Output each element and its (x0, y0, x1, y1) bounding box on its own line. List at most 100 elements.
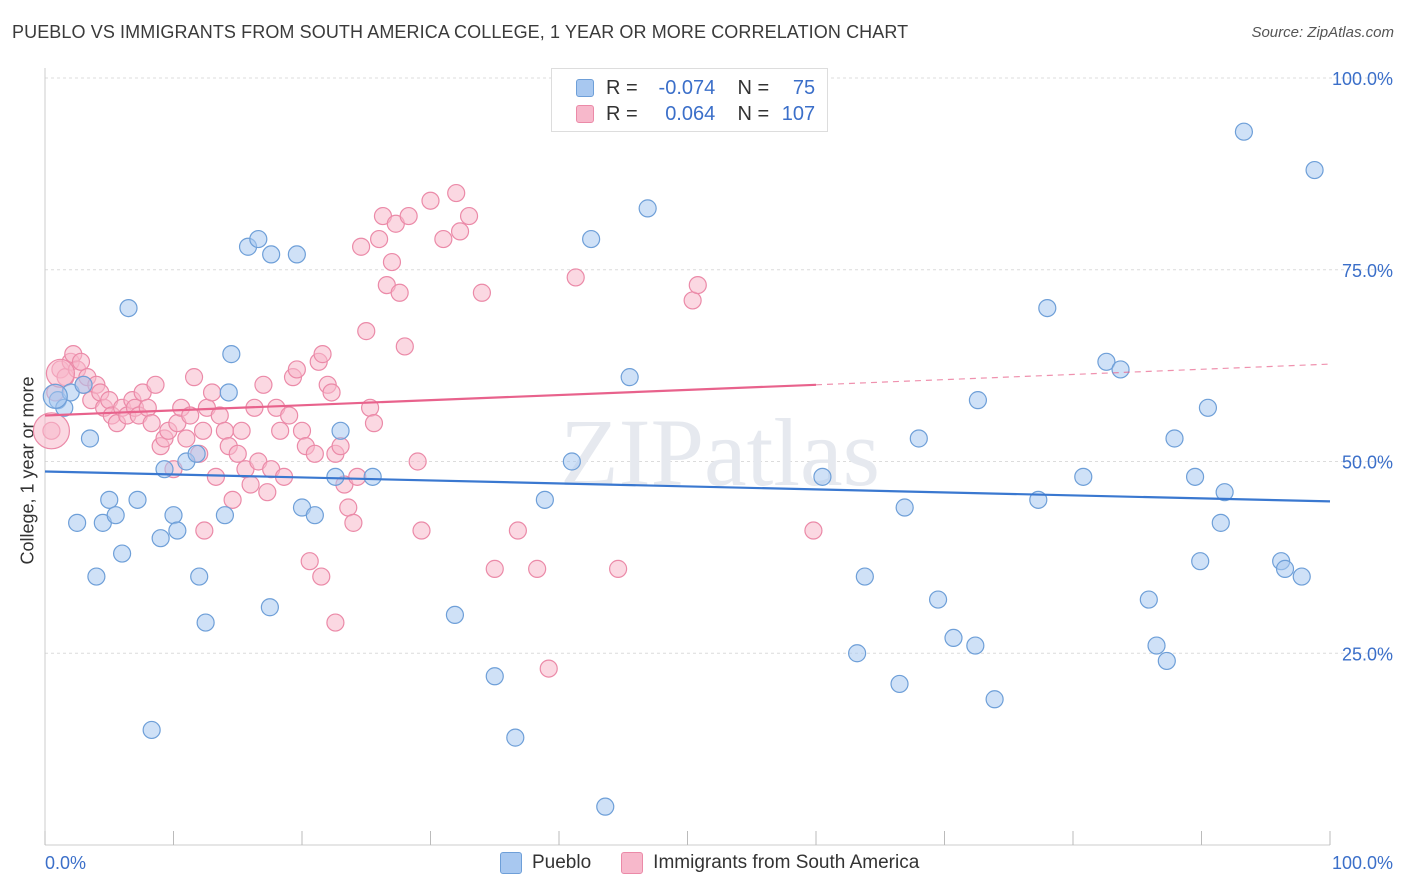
legend-r-value: 0.064 (665, 102, 716, 125)
immigrants-trend-extension (815, 363, 1331, 386)
y-tick-label: 50.0% (1342, 453, 1393, 473)
pueblo-point (260, 598, 279, 617)
immigrants-point (528, 559, 547, 578)
legend-r-label: R = (606, 76, 638, 99)
immigrants-point (184, 368, 204, 387)
pueblo-point (119, 299, 138, 318)
y-tick-label: 25.0% (1342, 644, 1393, 664)
pueblo-point (142, 720, 161, 740)
pueblo-point (1147, 636, 1166, 655)
immigrants-point (683, 291, 702, 310)
axes (44, 68, 1331, 846)
pueblo-point (1191, 552, 1210, 571)
pueblo-point (1185, 467, 1205, 486)
legend-n-label: N = (737, 102, 770, 125)
immigrants-point (142, 414, 161, 433)
pueblo-point (985, 690, 1004, 709)
immigrants-point (287, 360, 306, 379)
immigrants-points (32, 183, 823, 678)
pueblo-point (164, 506, 183, 525)
immigrants-point (450, 222, 470, 241)
immigrants-point (202, 383, 222, 402)
pueblo-point (196, 613, 215, 632)
y-tick-label: 75.0% (1342, 261, 1393, 281)
pueblo-point (638, 199, 657, 218)
immigrants-point (539, 659, 558, 678)
pueblo-point (944, 628, 963, 648)
immigrants-point (382, 252, 402, 272)
pueblo-point (620, 368, 639, 387)
pueblo-point (187, 444, 206, 463)
immigrants-point (71, 352, 91, 371)
pueblo-point (1038, 299, 1057, 318)
pueblo-point (968, 391, 988, 410)
immigrants-point (434, 229, 453, 249)
immigrants-point (313, 345, 332, 364)
legend-item-immigrants[interactable]: Immigrants from South America (621, 852, 919, 874)
pueblo-point (582, 229, 601, 249)
immigrants-point (232, 421, 251, 440)
legend-n-value: 107 (781, 102, 816, 125)
pueblo-point (1275, 559, 1295, 578)
pueblo-point (1111, 360, 1130, 379)
immigrants-point (447, 183, 466, 203)
pueblo-point (848, 644, 867, 663)
pueblo-point (535, 490, 554, 509)
immigrants-point (485, 559, 504, 578)
immigrants-point (344, 513, 363, 532)
immigrants-point (348, 467, 367, 486)
pueblo-point (326, 467, 345, 486)
pueblo-legend-swatch (500, 852, 522, 874)
immigrants-point (508, 521, 527, 540)
immigrants-point (364, 414, 384, 433)
correlation-legend: R = -0.074 N = 75 R = 0.064 N = 107 (551, 68, 828, 132)
legend-n-value: 75 (792, 76, 816, 99)
x-tick-label-max: 100.0% (1332, 853, 1393, 873)
immigrants-point (271, 421, 290, 440)
pueblo-point (249, 229, 268, 249)
immigrants-point (390, 283, 409, 302)
pueblo-point (1165, 429, 1184, 448)
pueblo-point (506, 728, 525, 747)
pueblo-point (1305, 160, 1324, 180)
pueblo-point (222, 345, 241, 364)
immigrants-point (352, 237, 371, 256)
immigrants-point (357, 322, 376, 341)
pueblo-point (74, 375, 93, 394)
pueblo-point (1292, 567, 1311, 586)
pueblo-point (151, 529, 170, 548)
immigrants-point (177, 429, 196, 448)
pueblo-point (1234, 122, 1254, 141)
pueblo-point (562, 452, 581, 471)
pueblo-point (1097, 352, 1116, 371)
immigrants-point (339, 498, 358, 517)
pueblo-point (596, 797, 615, 816)
immigrants-point (331, 437, 350, 456)
immigrants-swatch (576, 105, 594, 123)
immigrants-point (138, 398, 157, 417)
pueblo-point (363, 467, 382, 486)
immigrants-point (395, 337, 414, 356)
legend-r-value: -0.074 (658, 76, 716, 99)
pueblo-point (305, 506, 324, 525)
legend-item-pueblo[interactable]: Pueblo (500, 852, 591, 874)
immigrants-point (326, 613, 345, 632)
pueblo-point (966, 636, 985, 655)
pueblo-point (68, 513, 87, 532)
pueblo-point (106, 506, 125, 525)
pueblo-trend-line (44, 470, 1331, 503)
immigrants-point (193, 421, 213, 440)
immigrants-trend-line (44, 383, 817, 417)
pueblo-point (128, 490, 147, 509)
immigrants-point (254, 375, 273, 394)
pueblo-point (168, 521, 187, 540)
immigrants-point (195, 521, 214, 540)
immigrants-point (305, 444, 324, 463)
immigrants-point (215, 421, 234, 440)
pueblo-point (1215, 483, 1234, 502)
immigrants-point (258, 483, 277, 502)
immigrants-point (223, 490, 242, 509)
immigrants-point (312, 567, 331, 586)
immigrants-point (146, 375, 165, 394)
